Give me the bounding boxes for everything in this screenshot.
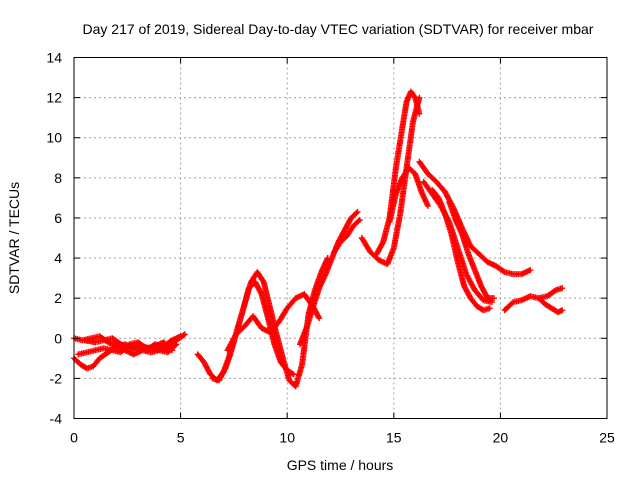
y-tick-label: 0	[54, 330, 62, 346]
data-point-marker	[173, 341, 180, 348]
chart-title: Day 217 of 2019, Sidereal Day-to-day VTE…	[83, 21, 594, 37]
sat-track-16	[501, 285, 566, 314]
data-point-marker	[355, 218, 362, 225]
data-point-marker	[180, 332, 187, 339]
data-point-marker	[353, 210, 360, 217]
data-point-marker	[411, 93, 418, 100]
sat-track-07	[296, 208, 361, 348]
data-point-marker	[486, 305, 493, 312]
y-tick-label: -4	[50, 411, 63, 427]
data-point-marker	[290, 371, 297, 378]
data-point-marker	[416, 110, 423, 117]
data-point-marker	[354, 208, 361, 215]
ticks-layer	[73, 57, 608, 419]
data-point-marker	[316, 315, 323, 322]
sat-track-09	[358, 94, 423, 268]
y-axis-label: SDTVAR / TECUs	[6, 182, 22, 294]
data-point-marker	[181, 331, 188, 338]
data-point-marker	[169, 347, 176, 354]
y-tick-label: 14	[46, 50, 62, 66]
sat-track-15	[446, 198, 498, 302]
data-point-marker	[491, 295, 498, 302]
x-tick-label: 15	[386, 430, 402, 446]
y-tick-label: 8	[54, 170, 62, 186]
sat-track-11	[386, 164, 431, 225]
y-tick-label: 6	[54, 210, 62, 226]
x-tick-label: 25	[599, 430, 615, 446]
data-point-marker	[424, 202, 431, 209]
sat-track-18	[81, 333, 184, 354]
data-point-marker	[559, 307, 566, 314]
y-tick-label: 12	[46, 90, 62, 106]
sat-track-14	[429, 186, 493, 314]
plot-frame	[73, 57, 608, 419]
y-tick-label: 2	[54, 290, 62, 306]
y-tick-label: -2	[50, 370, 63, 386]
x-axis-label: GPS time / hours	[287, 457, 394, 473]
sat-track-08	[331, 216, 363, 256]
data-point-marker	[167, 346, 174, 353]
data-point-marker	[356, 216, 363, 223]
sat-track-17	[535, 295, 566, 316]
y-tick-label: 4	[54, 250, 62, 266]
data-layer	[71, 88, 566, 390]
x-tick-label: 20	[493, 430, 509, 446]
data-point-marker	[500, 268, 507, 275]
sat-track-06	[224, 291, 323, 354]
grid-layer	[74, 57, 607, 419]
x-tick-label: 5	[177, 430, 185, 446]
y-tick-label: 10	[46, 130, 62, 146]
x-tick-label: 10	[279, 430, 295, 446]
data-point-marker	[559, 285, 566, 292]
data-point-marker	[172, 342, 179, 349]
tick-label-layer: 0 5 10 15 20 25 -4 -2 0 2 4 6 8 10 12 14	[46, 50, 615, 446]
data-point-marker	[177, 333, 184, 340]
sat-track-10	[373, 88, 423, 258]
x-tick-label: 0	[70, 430, 78, 446]
data-point-marker	[527, 267, 534, 274]
